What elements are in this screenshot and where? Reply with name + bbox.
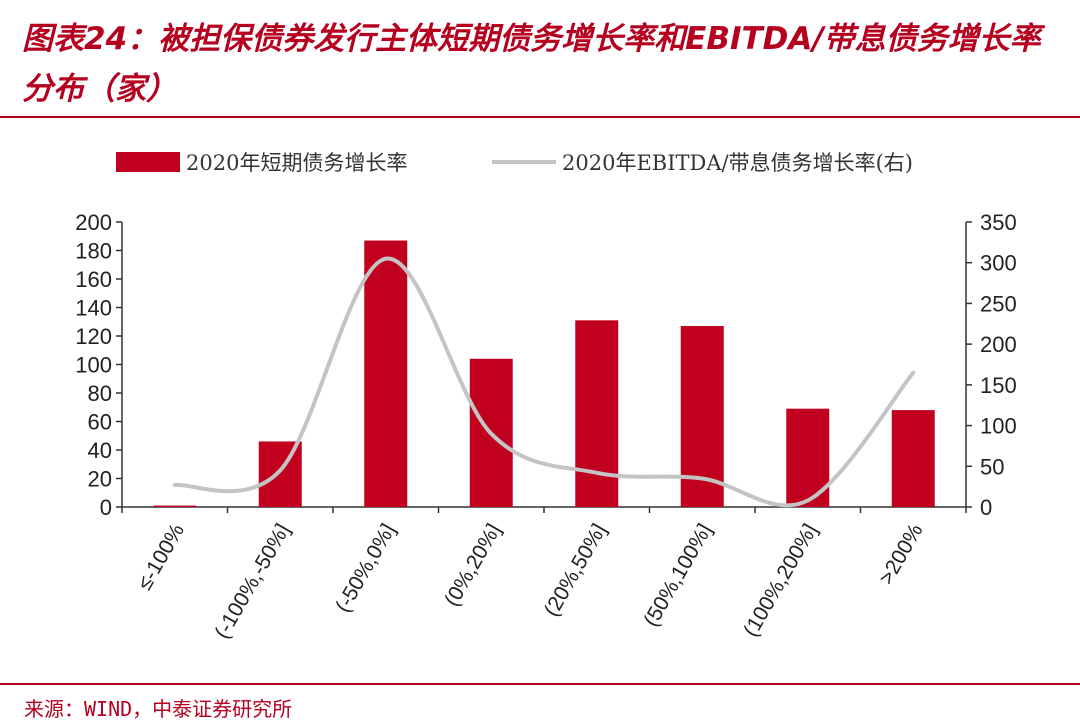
bars bbox=[153, 240, 935, 507]
left-tick-label: 200 bbox=[75, 210, 112, 235]
legend-label-bar: 2020年短期债务增长率 bbox=[186, 151, 407, 175]
right-tick-label: 150 bbox=[980, 373, 1017, 398]
right-tick-label: 200 bbox=[980, 332, 1017, 357]
source-note: 来源：WIND，中泰证券研究所 bbox=[24, 697, 293, 721]
chart-title: 图表24：被担保债券发行主体短期债务增长率和EBITDA/带息债务增长率分布（家… bbox=[22, 21, 1041, 107]
bar bbox=[891, 410, 935, 507]
x-tick-label: ≤-100% bbox=[133, 520, 189, 594]
left-tick-label: 20 bbox=[88, 467, 112, 492]
bar bbox=[153, 505, 197, 507]
x-tick-label: >200% bbox=[875, 520, 928, 589]
right-tick-label: 300 bbox=[980, 251, 1017, 276]
left-tick-label: 0 bbox=[100, 495, 112, 520]
title-divider bbox=[0, 116, 1080, 118]
left-tick-label: 140 bbox=[75, 296, 112, 321]
x-tick-label: (0%,20%] bbox=[440, 520, 505, 610]
x-tick-labels: ≤-100% (-100%,-50%] (-50%,0%] (0%,20%] (20%,… bbox=[133, 520, 928, 643]
series-line bbox=[172, 256, 916, 508]
left-tick-label: 180 bbox=[75, 239, 112, 264]
right-tick-label: 50 bbox=[980, 454, 1004, 479]
bar bbox=[575, 320, 619, 507]
legend-swatch-bar bbox=[116, 152, 180, 172]
x-tick-label: (100%,200%] bbox=[739, 520, 822, 641]
left-tick-label: 160 bbox=[75, 267, 112, 292]
x-tick-label: (-50%,0%] bbox=[331, 520, 400, 616]
right-tick-label: 0 bbox=[980, 495, 992, 520]
line-series bbox=[172, 256, 916, 508]
footer-divider bbox=[0, 683, 1080, 685]
right-tick-label: 350 bbox=[980, 210, 1017, 235]
right-tick-label: 250 bbox=[980, 291, 1017, 316]
left-tick-label: 40 bbox=[88, 438, 112, 463]
axes: 0 20 40 60 80 100 120 140 160 180 200 0 50 100 150 200 2… bbox=[75, 210, 1016, 520]
left-tick-label: 80 bbox=[88, 381, 112, 406]
legend-label-line: 2020年EBITDA/带息债务增长率(右) bbox=[562, 151, 913, 175]
x-tick-label: (-100%,-50%] bbox=[210, 520, 294, 643]
right-tick-label: 100 bbox=[980, 414, 1017, 439]
left-tick-label: 60 bbox=[88, 410, 112, 435]
x-tick-label: (50%,100%] bbox=[639, 520, 716, 631]
left-tick-label: 120 bbox=[75, 324, 112, 349]
left-tick-label: 100 bbox=[75, 353, 112, 378]
x-tick-label: (20%,50%] bbox=[540, 520, 611, 620]
legend: 2020年短期债务增长率 2020年EBITDA/带息债务增长率(右) bbox=[116, 151, 913, 175]
bar bbox=[364, 240, 408, 507]
